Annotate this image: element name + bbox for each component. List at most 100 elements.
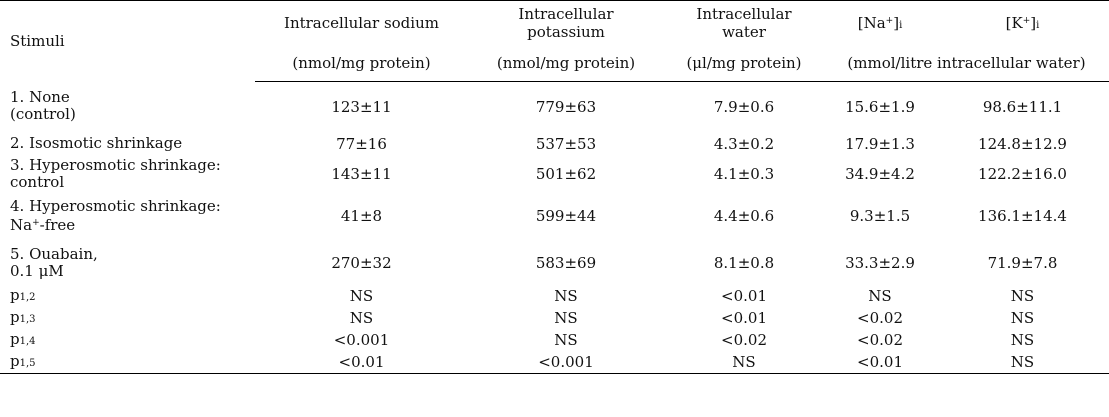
- cell-k-i: NS: [1010, 331, 1035, 349]
- header-k-i: [K+]i: [936, 0, 1109, 45]
- cell-sodium: <0.001: [333, 331, 390, 349]
- cell-water: <0.01: [721, 287, 767, 305]
- cell-water: <0.01: [721, 309, 767, 327]
- cell-na-i: <0.01: [824, 351, 936, 374]
- cell-k-i: 124.8±12.9: [978, 134, 1067, 153]
- header-na-i-sub: i: [899, 19, 903, 31]
- header-na-i-sup: +: [885, 15, 894, 26]
- cell-sodium: 77±16: [336, 134, 387, 153]
- row-label: 3. Hyperosmotic shrinkage: control: [0, 156, 255, 192]
- pvalue-label: p1,5: [0, 351, 255, 374]
- cell-k-i: NS: [1010, 287, 1035, 305]
- table-header: Stimuli Intracellular sodium Intracellul…: [0, 0, 1109, 82]
- unit-potassium: (nmol/mg protein): [468, 45, 664, 82]
- table-body: 1. None (control) 123±11 779±63 7.9±0.6 1…: [0, 82, 1109, 374]
- table-row: 3. Hyperosmotic shrinkage: control 143±11…: [0, 156, 1109, 192]
- header-potassium-line2: potassium: [527, 23, 605, 41]
- cell-potassium: 501±62: [535, 165, 597, 183]
- cell-potassium: 599±44: [535, 207, 597, 225]
- table-row: 5. Ouabain, 0.1 μM 270±32 583±69 8.1±0.8 …: [0, 240, 1109, 285]
- pvalue-row: p1,4 <0.001 NS <0.02 <0.02 NS: [0, 329, 1109, 351]
- pvalue-p: p: [10, 351, 20, 370]
- row-label: 4. Hyperosmotic shrinkage: Na+-free: [0, 192, 255, 240]
- header-na-i: [Na+]i: [824, 0, 936, 45]
- cell-water: 4.4±0.6: [713, 207, 775, 225]
- pvalue-row: p1,3 NS NS <0.01 <0.02 NS: [0, 307, 1109, 329]
- cell-water: <0.02: [721, 331, 767, 349]
- cell-sodium: 143±11: [331, 165, 392, 183]
- unit-concentration: (mmol/litre intracellular water): [824, 45, 1109, 82]
- row-label-line2-post: -free: [39, 216, 76, 234]
- cell-water: 7.9±0.6: [713, 97, 775, 116]
- header-intracellular-sodium: Intracellular sodium: [255, 0, 468, 45]
- row-label: 5. Ouabain, 0.1 μM: [0, 240, 255, 285]
- pvalue-row: p1,5 <0.01 <0.001 NS <0.01 NS: [0, 351, 1109, 374]
- cell-na-i: 15.6±1.9: [845, 97, 915, 116]
- pvalue-row: p1,2 NS NS <0.01 NS NS: [0, 285, 1109, 307]
- cell-na-i: 17.9±1.3: [845, 134, 915, 153]
- cell-k-i: 98.6±11.1: [982, 97, 1063, 116]
- pvalue-label: p1,4: [0, 329, 255, 351]
- row-label-line2-sup: +: [32, 218, 40, 228]
- unit-sodium: (nmol/mg protein): [255, 45, 468, 82]
- data-table: Stimuli Intracellular sodium Intracellul…: [0, 0, 1109, 374]
- cell-potassium: NS: [554, 331, 578, 349]
- row-label-line1: 5. Ouabain,: [10, 244, 98, 263]
- header-potassium-line1: Intracellular: [518, 5, 614, 23]
- cell-na-i: <0.02: [857, 309, 903, 327]
- cell-sodium: <0.01: [255, 351, 468, 374]
- cell-potassium: <0.001: [468, 351, 664, 374]
- pvalue-label: p1,2: [0, 285, 255, 307]
- table-row: 1. None (control) 123±11 779±63 7.9±0.6 1…: [0, 82, 1109, 132]
- header-water-line2: water: [722, 23, 766, 41]
- row-label: 1. None (control): [0, 82, 255, 132]
- cell-potassium: 583±69: [535, 253, 597, 272]
- header-k-i-pre: [K: [1005, 13, 1023, 32]
- row-label-line2-pre: Na: [10, 216, 33, 234]
- cell-sodium: NS: [349, 287, 374, 305]
- cell-potassium: NS: [554, 309, 578, 327]
- pvalue-label: p1,3: [0, 307, 255, 329]
- cell-water: 4.3±0.2: [713, 134, 775, 153]
- pvalue-sub: 1,3: [19, 313, 36, 325]
- cell-na-i: NS: [868, 287, 892, 305]
- pvalue-p: p: [10, 285, 20, 304]
- row-label-line2: 0.1 μM: [10, 261, 64, 280]
- cell-na-i: 33.3±2.9: [845, 253, 915, 272]
- cell-potassium: 779±63: [535, 97, 597, 116]
- cell-water: NS: [664, 351, 824, 374]
- header-k-i-sub: i: [1036, 19, 1040, 31]
- table-row: 2. Isosmotic shrinkage 77±16 537±53 4.3±…: [0, 131, 1109, 156]
- pvalue-sub: 1,5: [19, 357, 36, 369]
- cell-na-i: 34.9±4.2: [845, 165, 915, 183]
- cell-potassium: NS: [554, 287, 578, 305]
- cell-water: 4.1±0.3: [713, 165, 775, 183]
- row-label-line1: 1. None: [10, 88, 70, 107]
- cell-sodium: 123±11: [331, 97, 392, 116]
- pvalue-p: p: [10, 329, 20, 348]
- cell-water: 8.1±0.8: [713, 253, 775, 272]
- cell-sodium: 270±32: [331, 253, 392, 272]
- cell-k-i: 71.9±7.8: [987, 253, 1058, 272]
- cell-potassium: 537±53: [535, 134, 597, 153]
- cell-sodium: 41±8: [340, 207, 383, 225]
- cell-k-i: NS: [936, 351, 1109, 374]
- cell-na-i: 9.3±1.5: [849, 207, 911, 225]
- cell-k-i: 136.1±14.4: [978, 207, 1067, 225]
- unit-water: (μl/mg protein): [664, 45, 824, 82]
- cell-k-i: 122.2±16.0: [978, 165, 1067, 183]
- header-na-i-post: ]: [893, 13, 900, 32]
- header-na-i-pre: [Na: [857, 13, 886, 32]
- cell-sodium: NS: [349, 309, 374, 327]
- header-k-i-sup: +: [1022, 15, 1031, 26]
- row-label-line1: 4. Hyperosmotic shrinkage:: [10, 197, 221, 215]
- row-label-line2: (control): [10, 105, 76, 124]
- table-row: 4. Hyperosmotic shrinkage: Na+-free 41±8 …: [0, 192, 1109, 240]
- header-k-i-post: ]: [1030, 13, 1037, 32]
- header-water-line1: Intracellular: [696, 5, 792, 23]
- cell-k-i: NS: [1010, 309, 1035, 327]
- cell-na-i: <0.02: [857, 331, 903, 349]
- pvalue-sub: 1,2: [19, 291, 36, 303]
- row-label-line2: control: [10, 173, 65, 191]
- row-label: 2. Isosmotic shrinkage: [10, 134, 183, 152]
